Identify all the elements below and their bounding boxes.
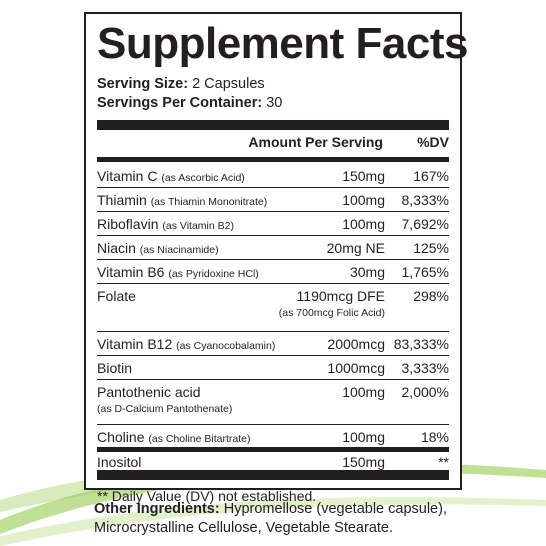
- row-divider: [97, 283, 449, 285]
- row-divider: [97, 235, 449, 237]
- daily-value-footnote: ** Daily Value (DV) not established.: [97, 488, 317, 504]
- nutrient-row-folate: Folate 1190mcg DFE 298% (as 700mcg Folic…: [97, 288, 449, 319]
- row-divider: [97, 379, 449, 381]
- header-amount-per-serving: Amount Per Serving: [248, 134, 383, 150]
- pantothenic-acid-note: (as D-Calcium Pantothenate): [97, 403, 233, 415]
- divider-thick: [97, 120, 449, 130]
- divider-medium: [97, 447, 449, 452]
- header-daily-value: %DV: [417, 134, 449, 150]
- folate-amount-note: (as 700mcg Folic Acid): [278, 307, 385, 319]
- row-divider: [97, 355, 449, 357]
- panel-title: Supplement Facts: [97, 19, 468, 68]
- supplement-facts-panel: Supplement Facts Serving Size: 2 Capsule…: [84, 12, 468, 504]
- divider-thick: [97, 470, 449, 480]
- divider-medium: [97, 157, 449, 162]
- nutrient-row-pantothenic-acid: Pantothenic acid 100mg 2,000% (as D-Calc…: [97, 384, 449, 415]
- row-divider: [97, 187, 449, 189]
- serving-size: Serving Size: 2 Capsules: [97, 76, 265, 92]
- row-divider: [97, 211, 449, 213]
- servings-per-container: Servings Per Container: 30: [97, 95, 283, 111]
- row-divider: [97, 259, 449, 261]
- row-divider: [97, 331, 449, 333]
- other-ingredients: Other Ingredients: Hypromellose (vegetab…: [94, 501, 447, 536]
- row-divider: [97, 424, 449, 426]
